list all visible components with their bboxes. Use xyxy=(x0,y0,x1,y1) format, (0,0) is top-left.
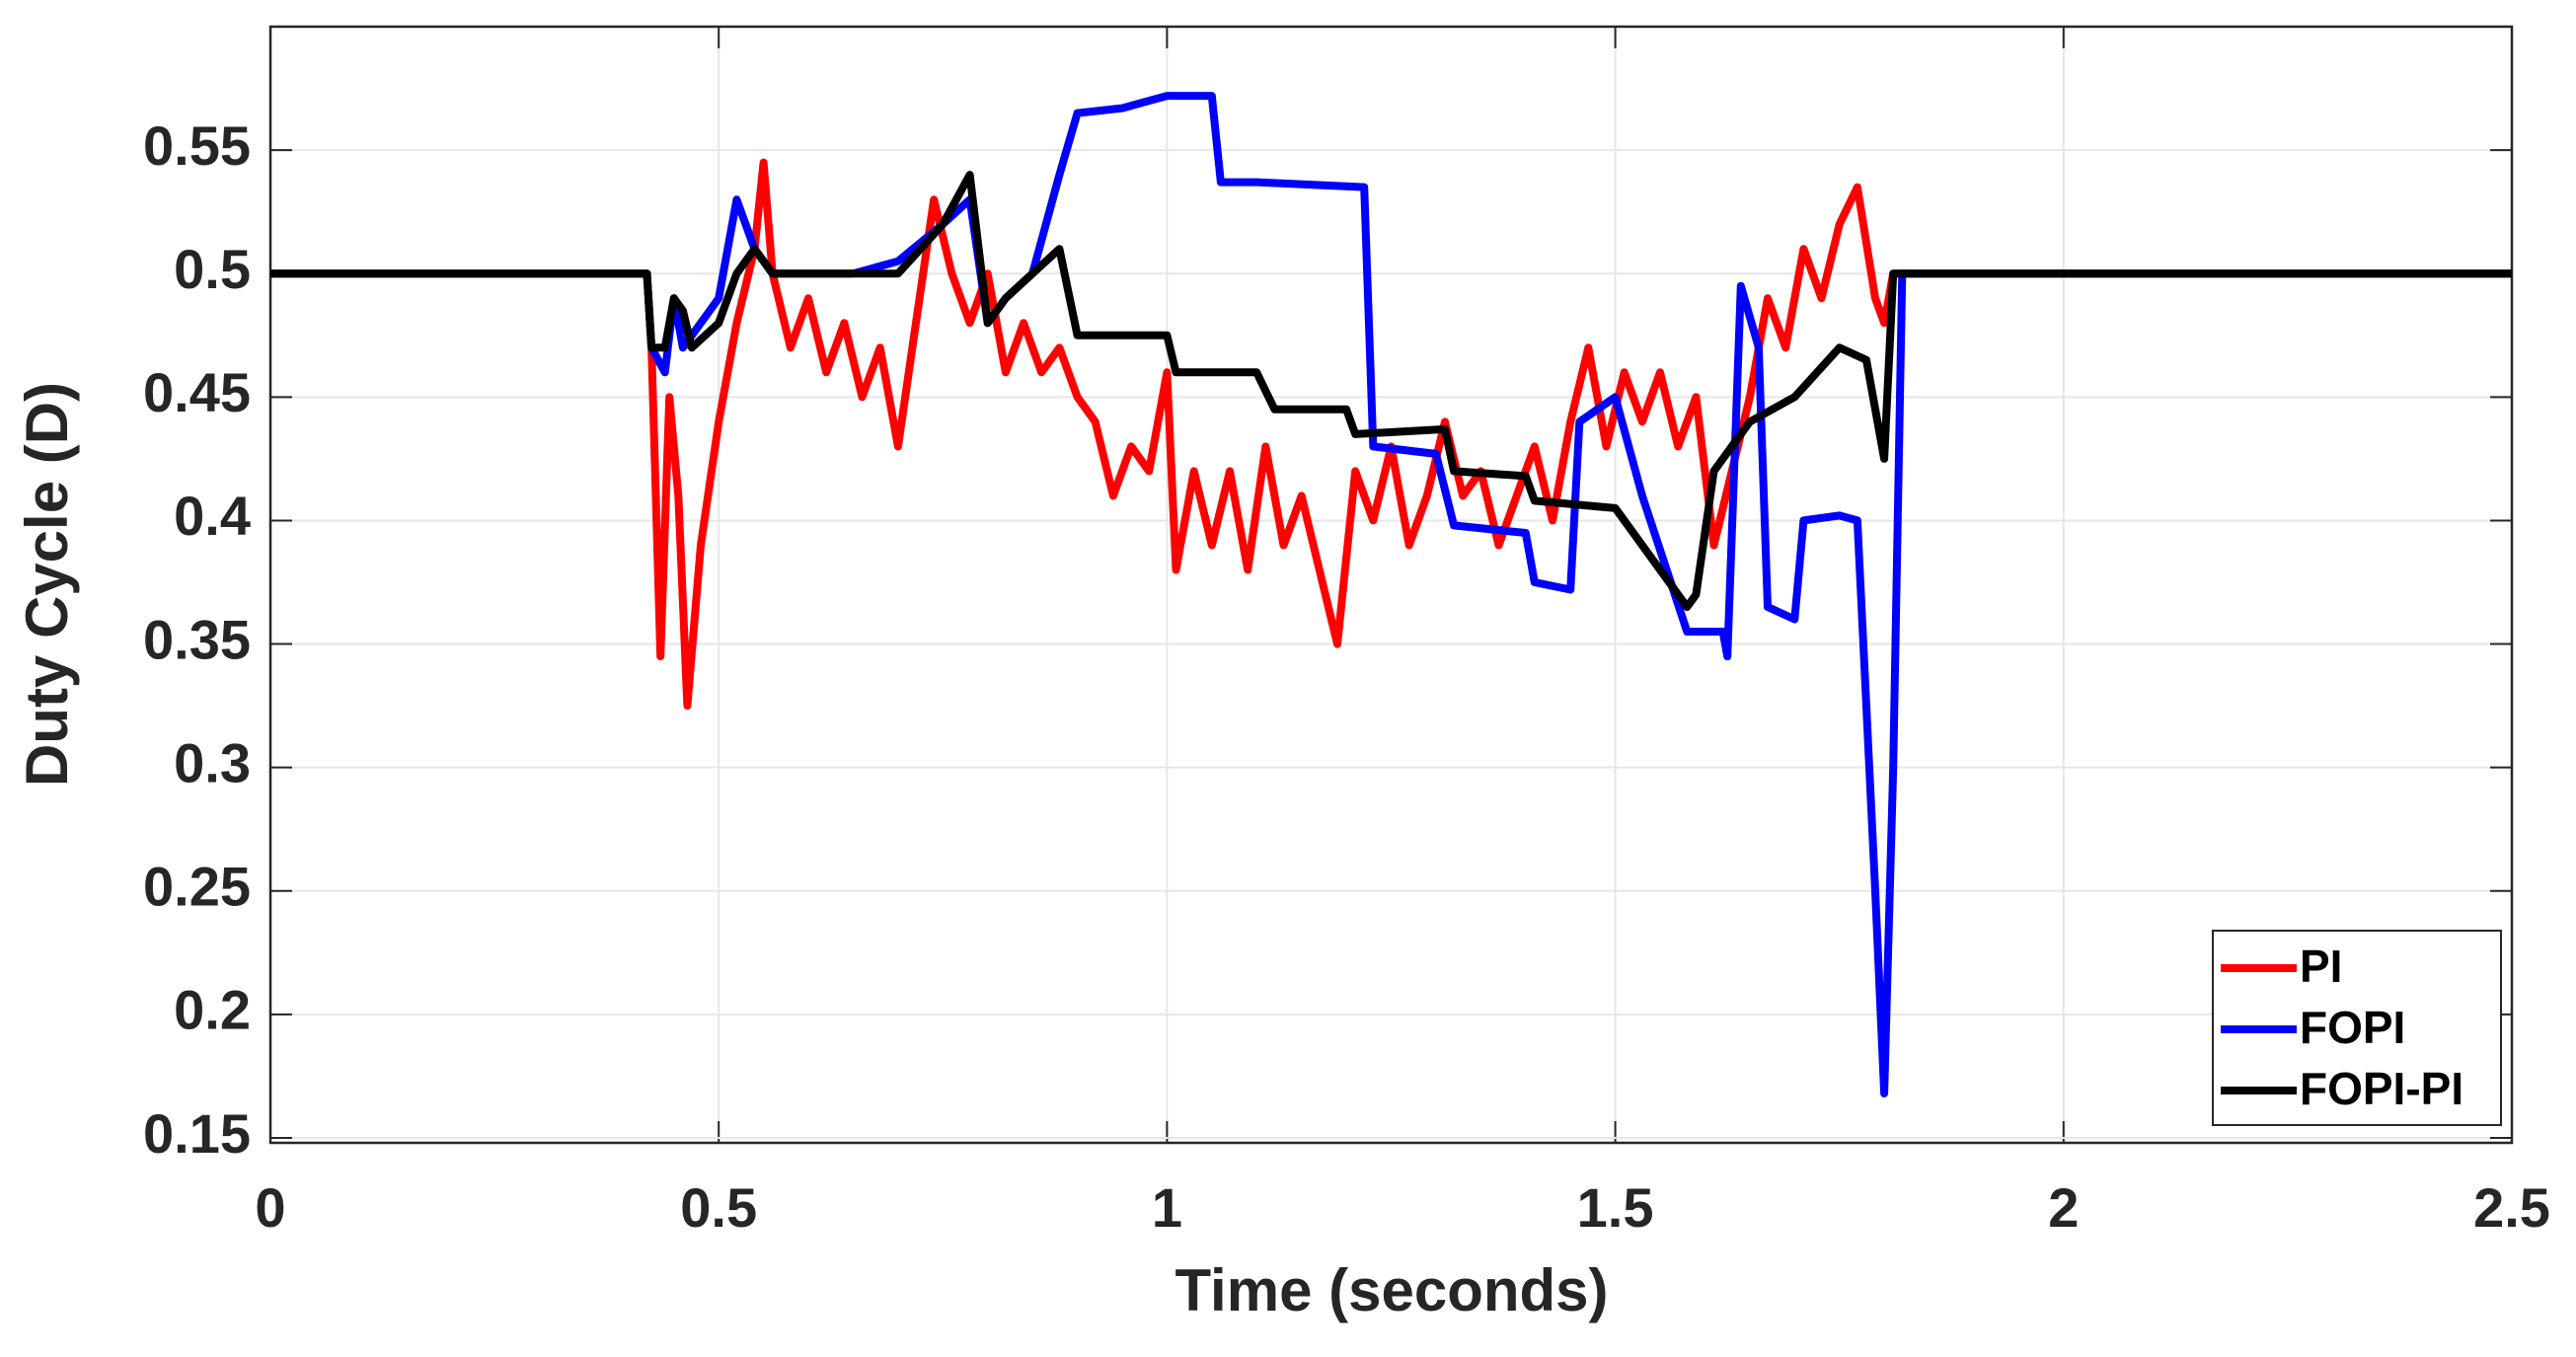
axes-box xyxy=(268,25,2514,1145)
x-tick-label: 0.5 xyxy=(680,1176,757,1239)
x-tick-label: 1 xyxy=(1152,1176,1182,1239)
y-tick-label: 0.35 xyxy=(143,608,251,670)
legend-label: FOPI xyxy=(2300,1002,2405,1053)
y-axis-label: Duty Cycle (D) xyxy=(14,382,80,787)
y-tick-label: 0.15 xyxy=(143,1102,251,1165)
legend-label: FOPI-PI xyxy=(2300,1063,2463,1114)
x-axis-label: Time (seconds) xyxy=(1174,1257,1608,1323)
x-tick-label: 2.5 xyxy=(2473,1176,2550,1239)
x-tick-label: 0 xyxy=(255,1176,285,1239)
y-tick-label: 0.5 xyxy=(174,238,251,300)
y-tick-label: 0.4 xyxy=(174,485,251,547)
x-tick-label: 1.5 xyxy=(1577,1176,1654,1239)
y-tick-label: 0.55 xyxy=(143,114,251,177)
x-tick-label: 2 xyxy=(2048,1176,2079,1239)
series-line xyxy=(270,158,2512,711)
series-line xyxy=(270,92,2512,1097)
series-line xyxy=(270,171,2512,611)
y-tick-label: 0.3 xyxy=(174,731,251,793)
y-tick-label: 0.25 xyxy=(143,856,251,918)
legend-label: PI xyxy=(2300,941,2342,992)
y-tick-label: 0.2 xyxy=(174,979,251,1041)
y-tick-label: 0.45 xyxy=(143,361,251,423)
